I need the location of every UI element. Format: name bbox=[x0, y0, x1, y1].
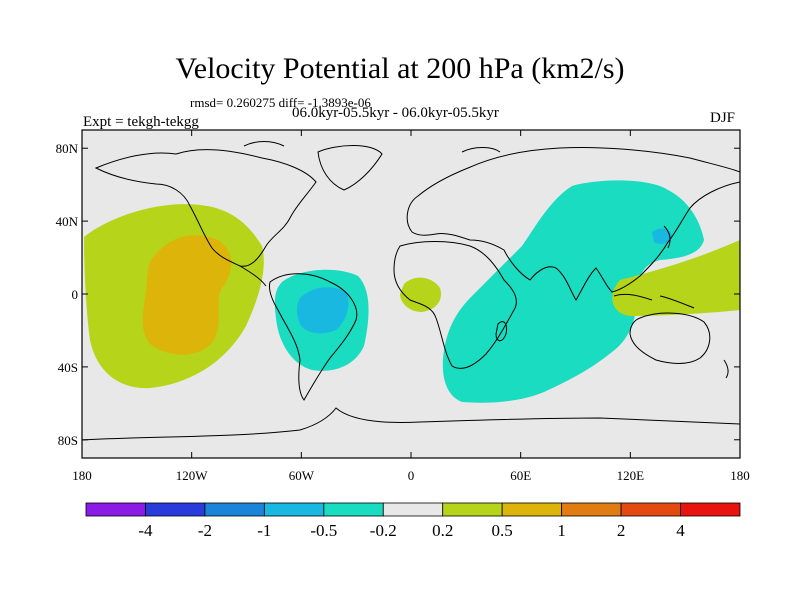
lon-tick-label: 0 bbox=[408, 468, 415, 483]
coastline-eurasia bbox=[406, 146, 740, 301]
colorbar-label: -4 bbox=[138, 521, 153, 540]
coastline-layer bbox=[82, 141, 740, 441]
lat-tick-label: 80N bbox=[56, 141, 79, 156]
colorbar-label: 4 bbox=[676, 521, 685, 540]
coastline-japan bbox=[663, 225, 671, 249]
stats-label: rmsd= 0.260275 diff= -1.3893e-06 bbox=[190, 95, 371, 110]
contour-japan-core bbox=[652, 228, 672, 244]
colorbar-label: 1 bbox=[557, 521, 566, 540]
page-title: Velocity Potential at 200 hPa (km2/s) bbox=[175, 52, 625, 85]
lon-tick-label: 180 bbox=[730, 468, 750, 483]
colorbar-swatch bbox=[620, 502, 681, 517]
lat-tick-label: 40N bbox=[56, 214, 79, 229]
colorbar-label: 0.5 bbox=[492, 521, 513, 540]
lat-tick-label: 40S bbox=[58, 360, 78, 375]
coastline-antarctica bbox=[82, 407, 740, 441]
contour-gulf-of-guinea-positive bbox=[400, 277, 442, 312]
contour-indo-asia-negative bbox=[442, 180, 704, 403]
coastline-greenland bbox=[317, 145, 383, 191]
colorbar-label: -2 bbox=[198, 521, 212, 540]
colorbar-label: 2 bbox=[617, 521, 626, 540]
contour-pacific-positive-core bbox=[142, 235, 232, 355]
experiment-label: Expt = tekgh-tekgg bbox=[83, 114, 199, 130]
colorbar-swatch bbox=[680, 502, 741, 517]
lon-tick-label: 60E bbox=[510, 468, 531, 483]
lat-tick-label: 80S bbox=[58, 433, 78, 448]
colorbar-label: -0.2 bbox=[370, 521, 397, 540]
coastline-new-zealand bbox=[723, 359, 729, 379]
coastline-south-america bbox=[269, 273, 358, 401]
season-label: DJF bbox=[710, 110, 736, 126]
colorbar-swatch bbox=[561, 502, 622, 517]
colorbar-swatch bbox=[501, 502, 563, 517]
period-label: 06.0kyr-05.5kyr - 06.0kyr-05.5kyr bbox=[292, 105, 499, 121]
colorbar-swatch bbox=[145, 502, 206, 517]
coastline-indonesia bbox=[613, 293, 695, 309]
contour-west-pacific-positive bbox=[612, 240, 740, 316]
colorbar-swatch bbox=[204, 502, 265, 517]
lon-tick-label: 120E bbox=[617, 468, 645, 483]
colorbar-label: -0.5 bbox=[310, 521, 337, 540]
colorbar-swatch bbox=[382, 502, 444, 517]
contour-fill-layer bbox=[84, 180, 740, 403]
lon-ticks: 180 120W 60W 0 60E 120E 180 bbox=[72, 130, 750, 483]
coastline-madagascar bbox=[495, 321, 507, 342]
coastline-north-america bbox=[94, 149, 317, 267]
coastline-arctic-islands bbox=[243, 141, 501, 153]
lon-tick-label: 180 bbox=[72, 468, 92, 483]
coastline-central-america bbox=[239, 265, 267, 287]
coastline-australia bbox=[629, 312, 711, 364]
colorbar-swatch bbox=[263, 502, 325, 517]
colorbar-swatch bbox=[323, 502, 384, 517]
contour-amazon-core bbox=[297, 287, 349, 334]
coastline-africa bbox=[393, 241, 517, 369]
lon-tick-label: 120W bbox=[176, 468, 209, 483]
colorbar-swatch bbox=[442, 502, 503, 517]
colorbar: -4 -2 -1 -0.5 -0.2 0.2 0.5 1 2 4 bbox=[85, 502, 741, 540]
colorbar-swatch bbox=[85, 502, 146, 517]
lat-ticks: 80N 40N 0 40S 80S bbox=[56, 141, 740, 448]
colorbar-label: -1 bbox=[257, 521, 271, 540]
lon-tick-label: 60W bbox=[289, 468, 315, 483]
lat-tick-label: 0 bbox=[72, 287, 79, 302]
colorbar-label: 0.2 bbox=[432, 521, 453, 540]
